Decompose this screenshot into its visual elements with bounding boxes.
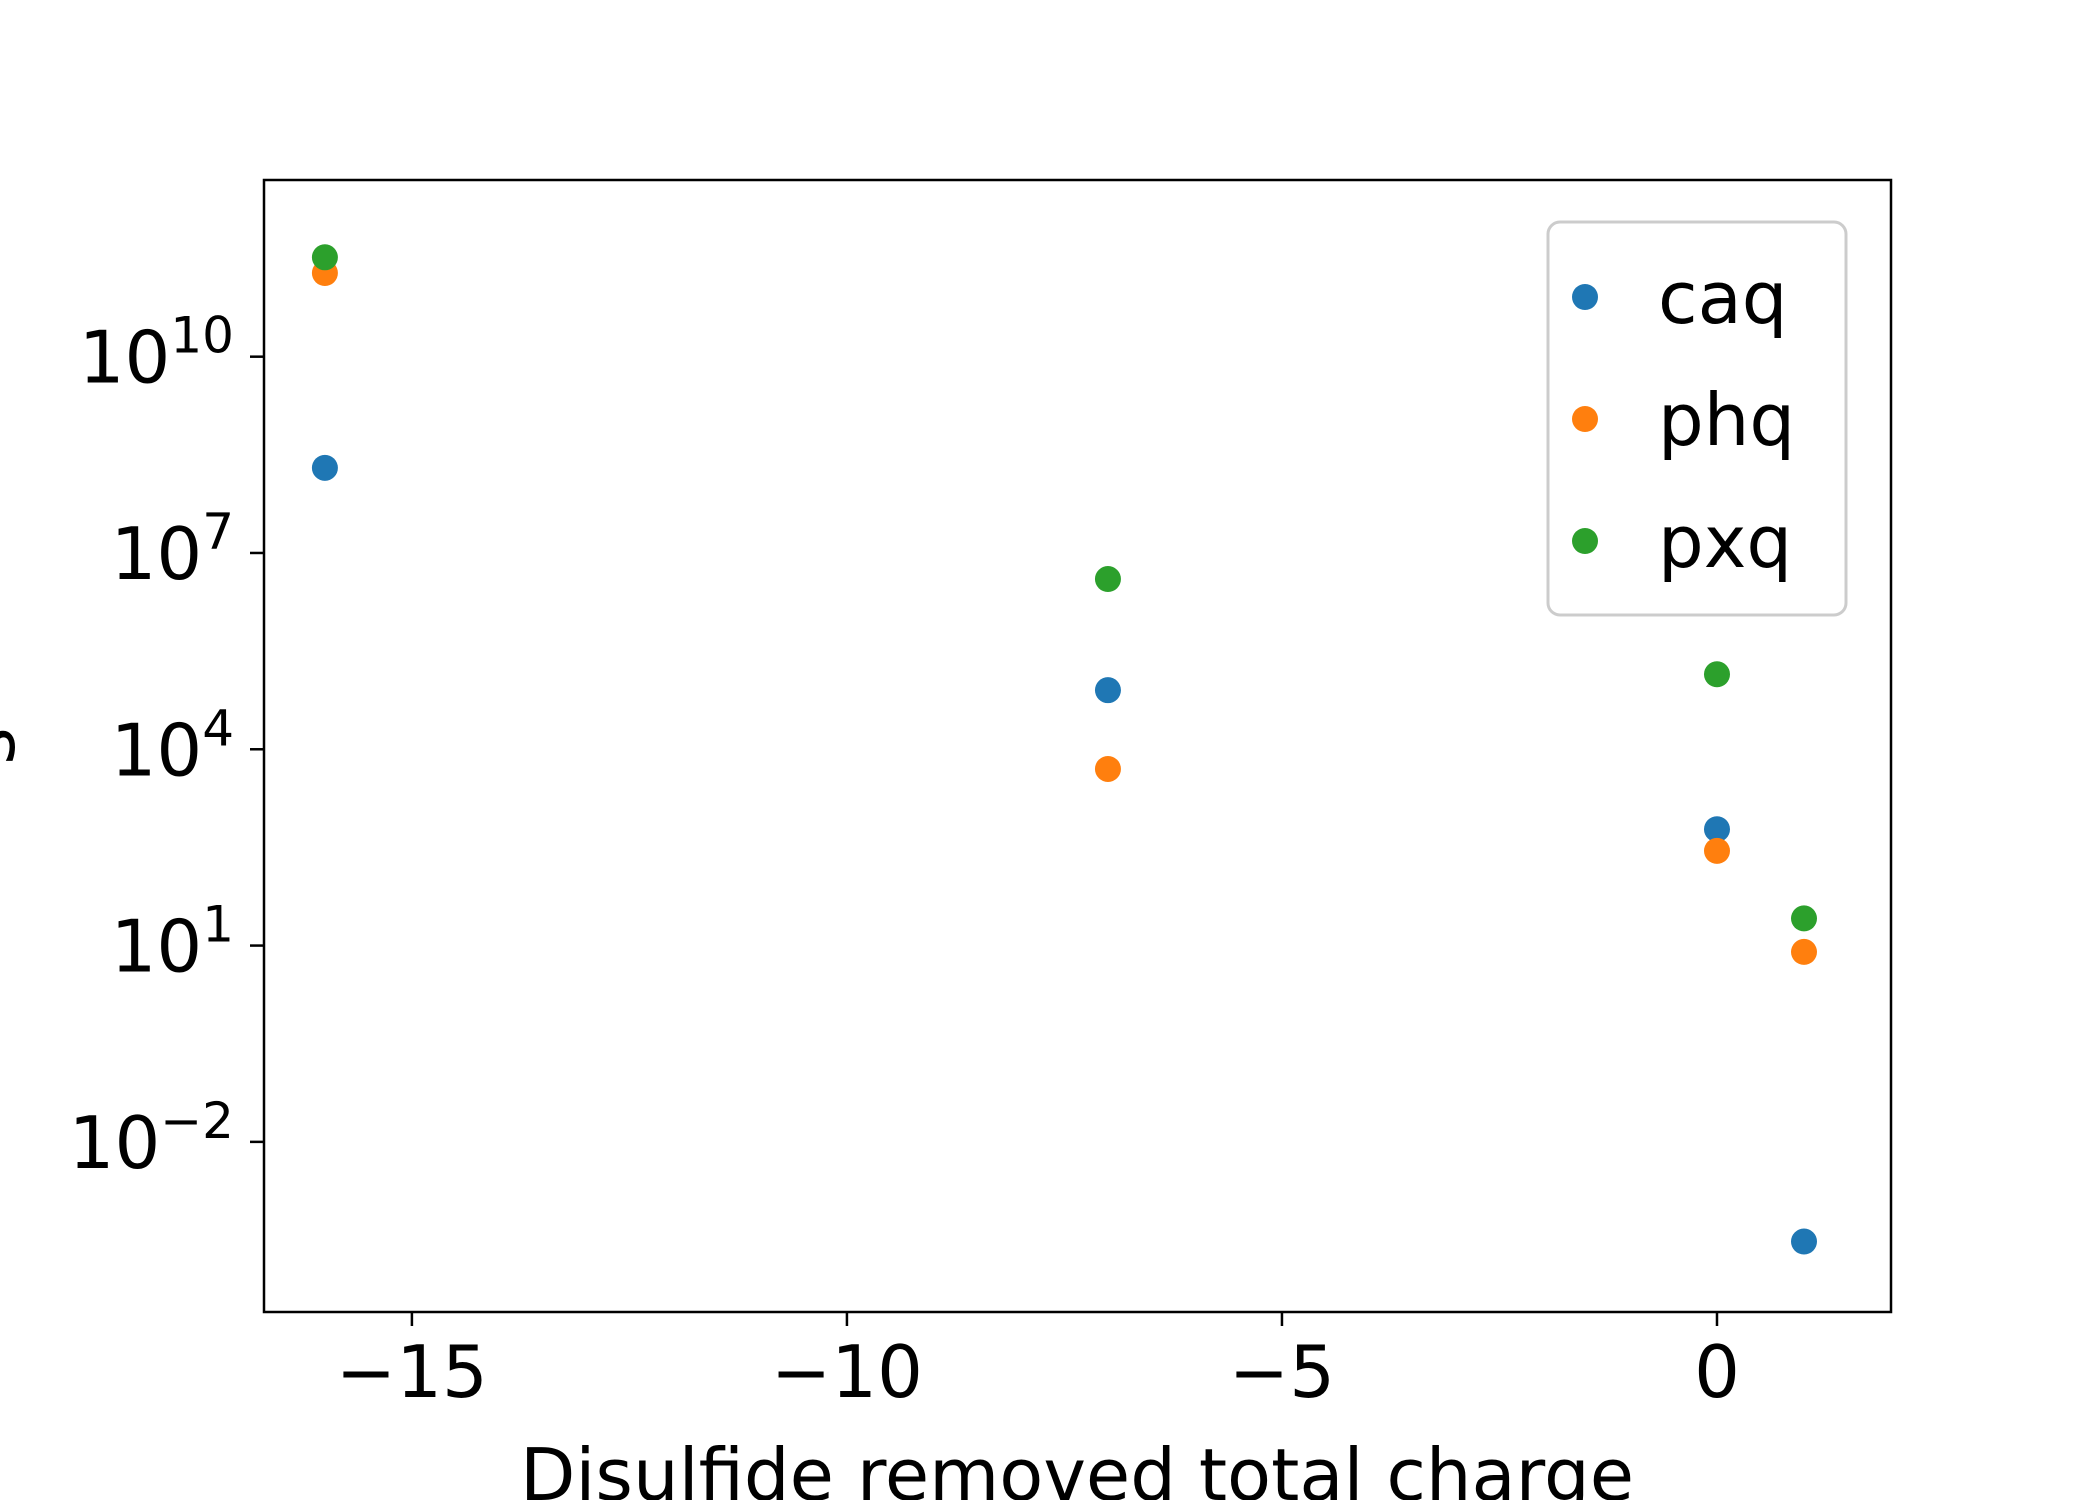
- legend-marker-pxq: [1572, 528, 1598, 554]
- point-pxq-0: [311, 244, 338, 271]
- x-tick-label: 0: [1694, 1330, 1740, 1414]
- legend: caq phq pxq: [1546, 220, 1848, 617]
- point-caq-2: [1703, 816, 1730, 843]
- point-phq-2: [1703, 837, 1730, 864]
- point-caq-3: [1790, 1228, 1817, 1255]
- point-phq-1: [1094, 755, 1121, 782]
- point-pxq-2: [1703, 661, 1730, 688]
- legend-marker-phq: [1572, 406, 1598, 432]
- legend-marker-caq: [1572, 284, 1598, 310]
- plot-area-frame: [262, 178, 1893, 1314]
- legend-label-pxq: pxq: [1658, 500, 1792, 584]
- y-tick-label: 101: [111, 896, 234, 989]
- x-tick-label: −5: [1229, 1330, 1335, 1414]
- x-axis-ticks: −15 −10 −5 0: [336, 1312, 1740, 1414]
- x-tick-label: −10: [771, 1330, 923, 1414]
- x-tick-label: −15: [336, 1330, 488, 1414]
- legend-label-caq: caq: [1658, 256, 1787, 340]
- point-caq-0: [311, 454, 338, 481]
- legend-label-phq: phq: [1658, 378, 1795, 462]
- y-tick-label: 10−2: [69, 1092, 234, 1185]
- point-phq-3: [1790, 938, 1817, 965]
- y-tick-label: 107: [111, 503, 234, 596]
- legend-box: [1546, 220, 1848, 617]
- point-pxq-1: [1094, 566, 1121, 593]
- x-axis-label: Disulfide removed total charge: [520, 1433, 1634, 1500]
- y-axis-label: s: [0, 727, 31, 765]
- y-tick-label: 1010: [79, 307, 234, 400]
- point-caq-1: [1094, 677, 1121, 704]
- point-pxq-3: [1790, 905, 1817, 932]
- y-axis-ticks: 10−2 101 104 107 1010: [69, 307, 264, 1185]
- y-tick-label: 104: [111, 699, 234, 792]
- data-points: [311, 244, 1817, 1255]
